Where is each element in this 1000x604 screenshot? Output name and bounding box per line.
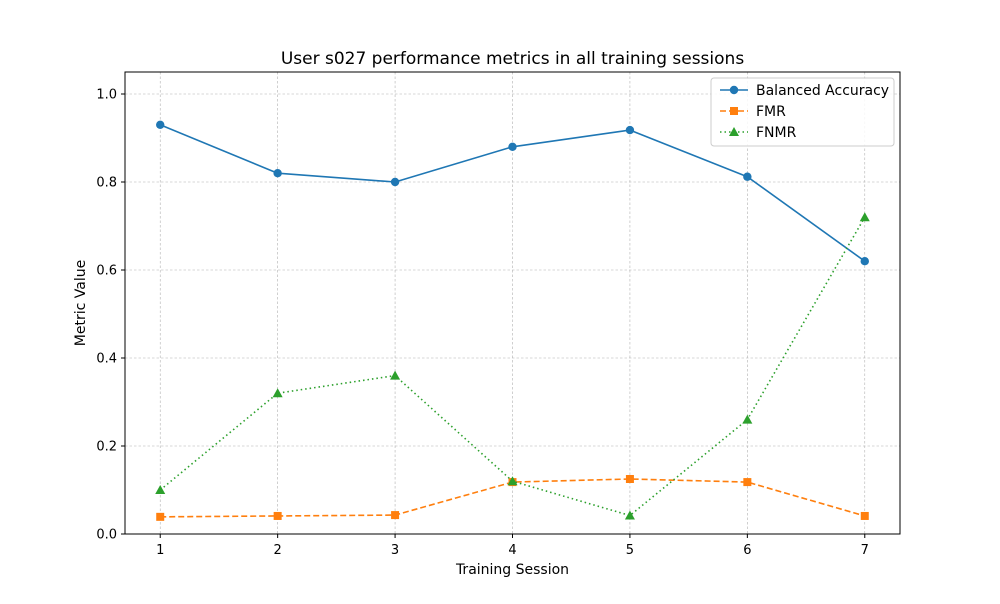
- x-tick-label: 4: [508, 543, 516, 558]
- data-point-fnmr: [742, 414, 753, 424]
- data-point-balanced-accuracy: [390, 177, 400, 187]
- data-point-balanced-accuracy: [156, 120, 165, 129]
- data-point-fnmr: [507, 476, 518, 486]
- data-point-fmr: [156, 512, 165, 521]
- x-axis-label: Training Session: [455, 562, 569, 578]
- data-point-fnmr: [155, 485, 166, 494]
- data-point-balanced-accuracy: [273, 169, 282, 178]
- legend: Balanced Accuracy FMR FNMR: [710, 77, 895, 147]
- x-tick-label: 1: [156, 543, 164, 558]
- y-tick-label: 0.6: [96, 264, 117, 279]
- y-tick-label: 0.8: [96, 176, 117, 191]
- data-point-fnmr: [272, 388, 283, 398]
- x-tick-label: 2: [274, 543, 282, 558]
- series-layer: [155, 120, 870, 521]
- data-point-fmr: [273, 511, 282, 520]
- legend-label: Balanced Accuracy: [756, 83, 889, 99]
- series-balanced-accuracy: [156, 120, 869, 266]
- series-fnmr: [155, 212, 870, 520]
- data-point-fmr: [860, 511, 869, 520]
- legend-label: FNMR: [756, 125, 797, 141]
- data-point-fnmr: [624, 510, 635, 520]
- data-point-fnmr: [390, 370, 401, 380]
- legend-label: FMR: [756, 104, 786, 120]
- chart-title: User s027 performance metrics in all tra…: [281, 49, 745, 69]
- data-point-fmr: [391, 511, 400, 520]
- legend-item-balanced-accuracy: Balanced Accuracy: [720, 83, 889, 99]
- data-point-balanced-accuracy: [860, 257, 869, 266]
- legend-box: [710, 77, 895, 147]
- y-axis-label: Metric Value: [73, 260, 89, 346]
- data-point-balanced-accuracy: [508, 142, 517, 151]
- legend-marker: [730, 107, 738, 115]
- x-tick-label: 7: [861, 543, 869, 558]
- data-point-fnmr: [859, 212, 870, 222]
- legend-item-fnmr: FNMR: [720, 125, 797, 141]
- y-tick-label: 1.0: [96, 88, 117, 103]
- legend-marker: [729, 85, 739, 95]
- x-tick-label: 5: [626, 543, 634, 558]
- ticks: 1 2 3 4 5 6 7 0.0 0.2 0.4 0.6 0.8 1.0: [96, 88, 869, 559]
- y-tick-label: 0.0: [96, 528, 117, 543]
- legend-item-fmr: FMR: [720, 104, 786, 120]
- data-point-balanced-accuracy: [625, 125, 635, 135]
- data-point-fmr: [743, 478, 752, 487]
- y-tick-label: 0.2: [96, 440, 117, 455]
- data-point-balanced-accuracy: [743, 172, 752, 181]
- legend-marker: [729, 127, 739, 136]
- data-point-fmr: [625, 475, 634, 483]
- x-tick-label: 6: [743, 543, 751, 558]
- y-tick-label: 0.4: [96, 352, 117, 367]
- x-tick-label: 3: [391, 543, 399, 558]
